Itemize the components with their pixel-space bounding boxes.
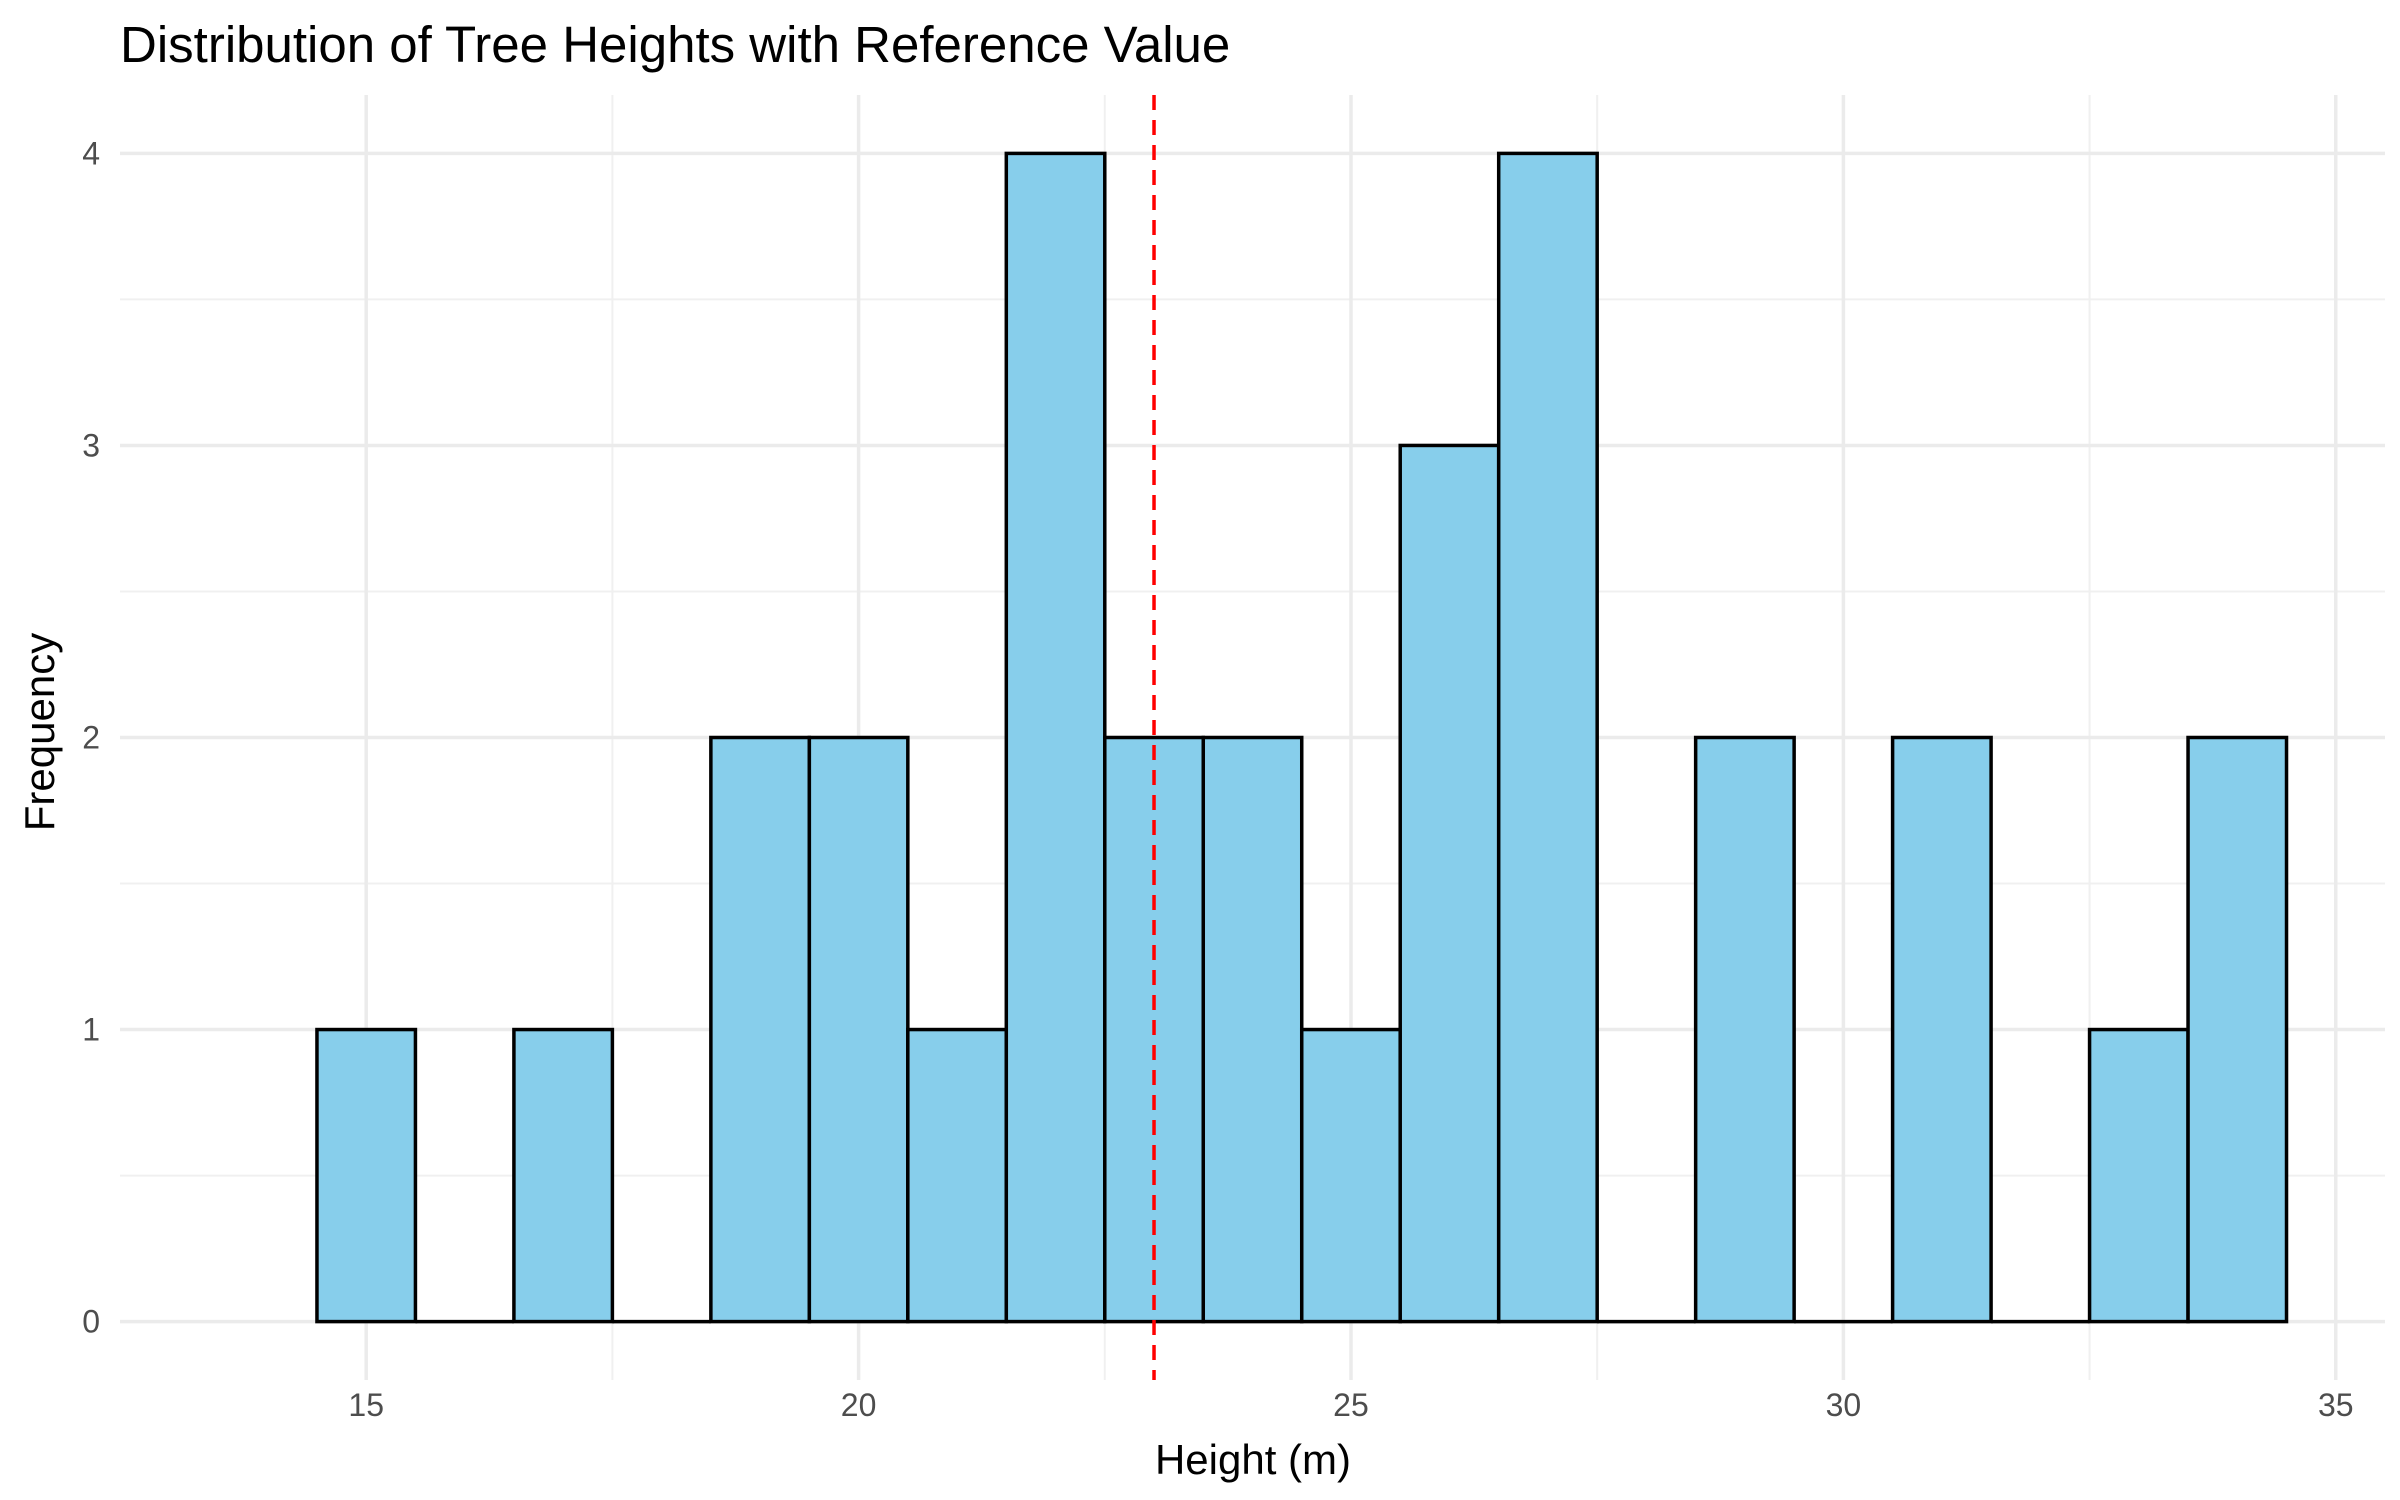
histogram-bar <box>2186 735 2289 1324</box>
x-tick-label: 20 <box>841 1387 877 1423</box>
histogram-bar <box>1299 1027 1402 1324</box>
histogram-bar <box>1496 151 1599 1324</box>
chart-title: Distribution of Tree Heights with Refere… <box>120 16 1230 73</box>
x-axis-title: Height (m) <box>1155 1436 1351 1483</box>
y-tick-label: 1 <box>82 1012 100 1048</box>
x-axis-tick-labels: 15 20 25 30 35 <box>348 1387 2353 1423</box>
x-tick-label: 30 <box>1826 1387 1862 1423</box>
histogram-bar <box>1004 151 1107 1324</box>
y-tick-label: 4 <box>82 135 100 171</box>
histogram-bar <box>906 1027 1009 1324</box>
y-tick-label: 0 <box>82 1304 100 1340</box>
histogram-bars <box>315 151 2289 1324</box>
histogram-bar <box>1201 735 1304 1324</box>
y-tick-label: 3 <box>82 427 100 463</box>
x-tick-label: 35 <box>2318 1387 2354 1423</box>
histogram-bar <box>1693 735 1796 1324</box>
histogram-bar <box>315 1027 418 1324</box>
y-tick-label: 2 <box>82 720 100 756</box>
histogram-bar <box>807 735 910 1324</box>
y-axis-tick-labels: 0 1 2 3 4 <box>82 135 100 1339</box>
histogram-bar <box>1890 735 1993 1324</box>
x-tick-label: 15 <box>348 1387 384 1423</box>
histogram-bar <box>1398 443 1501 1324</box>
y-axis-title: Frequency <box>16 633 63 831</box>
histogram-bar <box>2087 1027 2190 1324</box>
x-tick-label: 25 <box>1333 1387 1369 1423</box>
histogram-bar <box>709 735 812 1324</box>
histogram-bar <box>512 1027 615 1324</box>
